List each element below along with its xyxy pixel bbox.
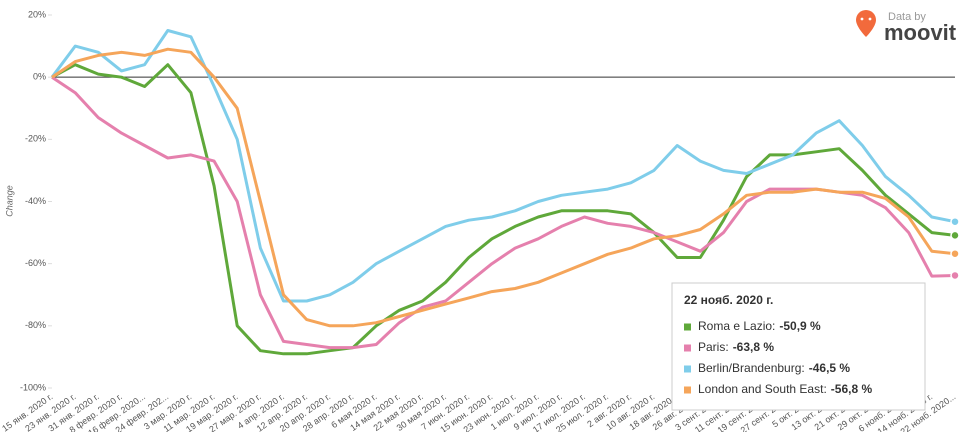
- tooltip-box: [671, 282, 926, 411]
- y-tick-label: 0%: [33, 72, 46, 82]
- brand-prefix: Data by: [888, 11, 926, 23]
- series-line: [51, 75, 956, 350]
- endpoint-marker: [950, 248, 960, 259]
- tooltip-item: London and South East: -56,8 %: [698, 382, 872, 396]
- y-tick-label: -20%: [25, 134, 46, 144]
- tooltip-series-name: Roma e Lazio:: [698, 319, 775, 333]
- logo-pin: [856, 10, 876, 37]
- y-tick-label: -80%: [25, 320, 46, 330]
- tooltip-value: -46,5 %: [809, 361, 851, 375]
- tooltip-swatch: [684, 344, 691, 352]
- y-tick-label: -40%: [25, 196, 46, 206]
- y-axis-label: Change: [4, 185, 14, 217]
- tooltip-item: Berlin/Brandenburg: -46,5 %: [698, 361, 850, 375]
- series-line: [51, 63, 956, 356]
- endpoint-marker: [950, 270, 960, 281]
- tooltip-item: Paris: -63,8 %: [698, 340, 774, 354]
- tooltip-swatch: [684, 386, 691, 394]
- series-line: [51, 47, 956, 328]
- tooltip-value: -63,8 %: [733, 340, 775, 354]
- tooltip-value: -56,8 %: [831, 382, 873, 396]
- tooltip-series-name: London and South East:: [698, 382, 827, 396]
- tooltip-swatch: [684, 323, 691, 331]
- endpoint-marker: [950, 216, 960, 227]
- tooltip: 22 нояб. 2020 г. Roma e Lazio: -50,9 % Par…: [671, 282, 926, 411]
- tooltip-item: Roma e Lazio: -50,9 %: [698, 319, 821, 333]
- y-tick-label: -60%: [25, 258, 46, 268]
- tooltip-title: 22 нояб. 2020 г.: [684, 293, 773, 307]
- tooltip-swatch: [684, 365, 691, 373]
- y-tick-label: -100%: [20, 382, 46, 392]
- tooltip-series-name: Berlin/Brandenburg:: [698, 361, 805, 375]
- series-line: [50, 29, 956, 303]
- tooltip-series-name: Paris:: [698, 340, 729, 354]
- logo-eye: [860, 17, 864, 21]
- logo-eye: [868, 17, 872, 21]
- brand-logo: Data by moovit: [856, 10, 957, 45]
- y-tick-label: 20%: [28, 9, 46, 19]
- endpoint-marker: [950, 230, 960, 241]
- brand-name: moovit: [884, 20, 957, 45]
- tooltip-value: -50,9 %: [779, 319, 821, 333]
